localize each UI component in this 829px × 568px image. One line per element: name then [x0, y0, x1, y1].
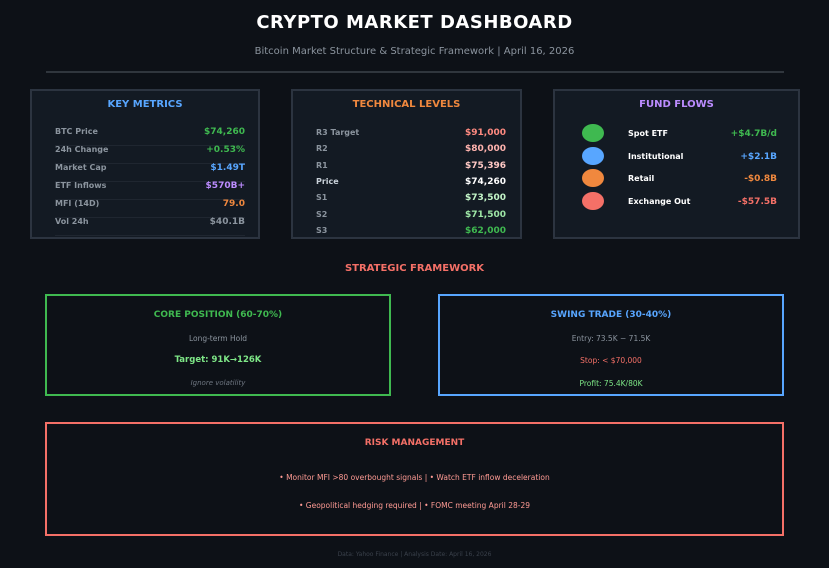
header-divider [46, 71, 784, 73]
level-value: $73,500 [465, 193, 506, 204]
technical-levels-panel: TECHNICAL LEVELS R3 Target $91,000 R2 $80,0… [291, 89, 522, 239]
flow-row: Exchange Out -$57.5B [582, 191, 777, 219]
flow-value: +$4.7B/d [730, 129, 777, 139]
metric-row: Market Cap $1.49T [55, 163, 245, 182]
metric-row: 24h Change +0.53% [55, 145, 245, 164]
technical-levels-title: TECHNICAL LEVELS [352, 99, 461, 110]
core-position-line1: Long-term Hold [188, 334, 248, 343]
risk-management-title: RISK MANAGEMENT [364, 438, 465, 448]
metric-row: Vol 24h $40.1B [55, 217, 245, 236]
strategic-framework-title: STRATEGIC FRAMEWORK [344, 263, 485, 274]
metric-value: $40.1B [209, 217, 245, 227]
flow-row: Retail -$0.8B [582, 169, 777, 196]
metric-label: MFI (14D) [55, 199, 100, 208]
level-label: Price [316, 176, 339, 186]
level-value: $62,000 [465, 225, 506, 236]
level-row: S2 $71,500 [316, 210, 506, 226]
metric-row: ETF Inflows $570B+ [55, 181, 245, 200]
level-label: R3 Target [316, 128, 360, 137]
metric-value: $570B+ [205, 181, 245, 191]
metric-label: Market Cap [55, 163, 107, 172]
swing-trade-stop: Stop: < $70,000 [580, 356, 642, 365]
swing-trade-box: SWING TRADE (30-40%) Entry: 73.5K − 71.5… [438, 294, 784, 396]
level-label: R1 [316, 160, 328, 170]
level-row: S3 $62,000 [316, 226, 506, 242]
flow-indicator-dot [582, 124, 604, 142]
swing-trade-title: SWING TRADE (30-40%) [550, 310, 672, 320]
key-metrics-title: KEY METRICS [107, 99, 183, 110]
core-position-target: Target: 91K→126K [47, 355, 389, 365]
level-label: S2 [316, 209, 328, 219]
key-metrics-panel: KEY METRICS BTC Price $74,260 24h Change +0… [30, 89, 260, 239]
risk-management-box: RISK MANAGEMENT • Monitor MFI >80 overbo… [45, 422, 784, 536]
level-row: R1 $75,396 [316, 161, 506, 177]
level-label: S3 [316, 225, 328, 235]
metric-label: BTC Price [55, 127, 98, 136]
level-row: R3 Target $91,000 [316, 128, 506, 144]
metric-value: $74,260 [204, 127, 245, 137]
metric-label: ETF Inflows [55, 181, 107, 190]
flow-label: Spot ETF [628, 129, 668, 138]
footer-note: Data: Yahoo Finance | Analysis Date: Apr… [337, 551, 492, 558]
level-label: S1 [316, 193, 328, 203]
swing-trade-profit: Profit: 75.4K/80K [579, 379, 643, 388]
flow-indicator-dot [582, 191, 604, 210]
fund-flows-panel: FUND FLOWS Spot ETF +$4.7B/d Institutional… [553, 89, 800, 239]
page-subtitle: Bitcoin Market Structure & Strategic Fra… [254, 46, 575, 57]
flow-indicator-dot [582, 146, 604, 165]
level-value: $80,000 [465, 144, 506, 155]
flow-value: -$0.8B [744, 174, 777, 184]
metric-label: 24h Change [55, 145, 109, 154]
core-target-value: 91K→126K [211, 355, 262, 365]
flow-indicator-dot [582, 169, 604, 187]
core-position-title: CORE POSITION (60-70%) [153, 310, 283, 320]
risk-line-1: • Monitor MFI >80 overbought signals | •… [279, 473, 550, 482]
level-value: $91,000 [465, 128, 506, 138]
metric-row: MFI (14D) 79.0 [55, 199, 245, 218]
flow-value: -$57.5B [737, 196, 777, 207]
metric-label: Vol 24h [55, 217, 89, 226]
metric-value: 79.0 [222, 199, 245, 209]
flow-label: Exchange Out [628, 196, 691, 206]
level-label: R2 [316, 144, 328, 154]
flow-label: Institutional [628, 151, 684, 161]
level-row: R2 $80,000 [316, 144, 506, 160]
flow-label: Retail [628, 174, 655, 183]
metric-value: +0.53% [206, 145, 245, 155]
core-position-line3: Ignore volatility [190, 379, 246, 387]
fund-flows-title: FUND FLOWS [639, 99, 714, 110]
level-value: $71,500 [465, 209, 506, 220]
level-row: Price $74,260 [316, 177, 506, 193]
flow-value: +$2.1B [740, 151, 777, 162]
core-target-label: Target: [174, 355, 212, 365]
level-row: S1 $73,500 [316, 193, 506, 209]
risk-line-2: • Geopolitical hedging required | • FOMC… [298, 501, 531, 510]
metric-value: $1.49T [210, 163, 245, 173]
level-value: $74,260 [465, 176, 506, 187]
swing-trade-entry: Entry: 73.5K − 71.5K [571, 334, 651, 343]
page-title: CRYPTO MARKET DASHBOARD [256, 12, 573, 33]
core-position-box: CORE POSITION (60-70%) Long-term Hold Ta… [45, 294, 391, 396]
flow-row: Spot ETF +$4.7B/d [582, 124, 777, 151]
flow-row: Institutional +$2.1B [582, 146, 777, 174]
level-value: $75,396 [465, 160, 506, 171]
metric-row: BTC Price $74,260 [55, 127, 245, 146]
